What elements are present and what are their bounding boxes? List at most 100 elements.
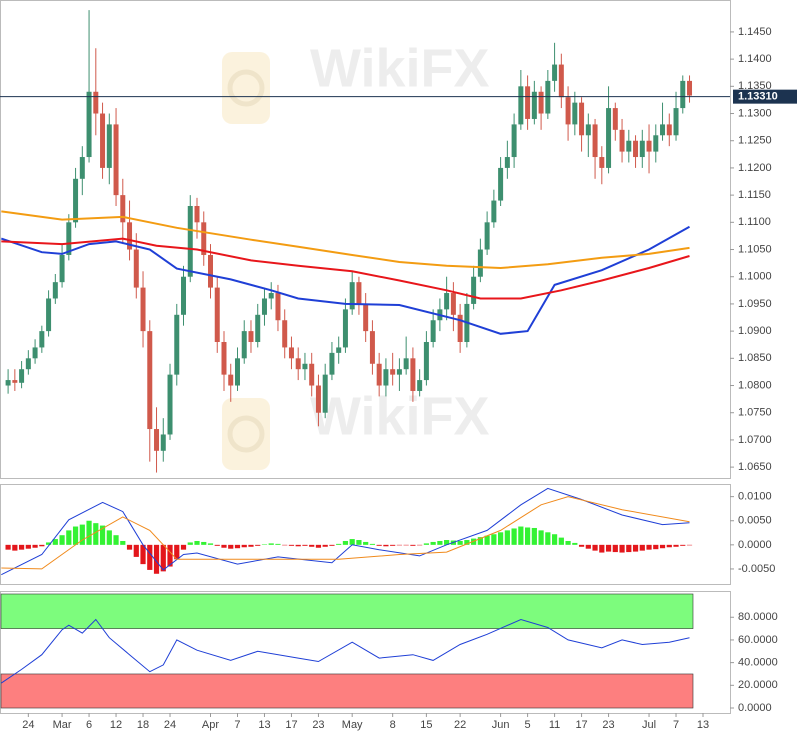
macd-bar	[464, 540, 470, 545]
candle-body	[369, 331, 375, 364]
candle-body	[558, 64, 564, 98]
y-tick-label: 1.0950	[738, 298, 772, 310]
candle-body	[79, 157, 85, 179]
candle-body	[525, 86, 531, 119]
candle-body	[93, 91, 99, 114]
candle-body	[214, 287, 220, 342]
macd-bar	[59, 535, 65, 545]
y-tick-label: 1.1150	[738, 189, 771, 201]
macd-bar	[187, 542, 193, 545]
candle-body	[181, 276, 187, 315]
macd-bar	[241, 544, 247, 548]
candle-body	[423, 342, 429, 381]
macd-bar	[214, 544, 220, 546]
y-tick-label: 0.0100	[738, 491, 772, 503]
macd-bar	[626, 544, 632, 553]
y-tick-label: 1.1400	[738, 53, 772, 65]
macd-bar	[174, 544, 180, 560]
candle-body	[403, 358, 409, 370]
macd-bar	[106, 530, 112, 545]
candle-body	[504, 157, 510, 168]
macd-bar	[680, 544, 686, 546]
macd-bar	[578, 544, 585, 547]
x-tick-label: 5	[525, 719, 531, 731]
candle-body	[100, 113, 106, 168]
y-tick-label: 40.0000	[738, 657, 778, 669]
candle-body	[120, 195, 126, 223]
y-tick-label: 1.0900	[738, 325, 772, 337]
macd-bar	[147, 544, 153, 570]
candle-body	[626, 140, 632, 152]
candle-body	[592, 124, 598, 158]
macd-bar	[228, 544, 234, 549]
x-tick-label: Mar	[53, 719, 72, 731]
candle-body	[140, 287, 146, 332]
macd-bar	[160, 544, 166, 572]
candle-body	[538, 91, 544, 114]
candle-body	[639, 140, 645, 158]
macd-bar	[524, 527, 531, 545]
candle-body	[25, 358, 31, 370]
candle-body	[660, 124, 666, 136]
y-tick-label: 1.1050	[738, 243, 772, 255]
macd-bar	[72, 526, 79, 545]
candle-body	[565, 97, 571, 125]
candle-body	[106, 124, 112, 168]
y-tick-label: 1.1250	[738, 135, 772, 147]
macd-bar	[491, 534, 497, 545]
macd-bar	[477, 537, 483, 545]
macd-bar	[369, 543, 376, 545]
candle-body	[86, 91, 92, 158]
candle-body	[315, 385, 321, 413]
macd-bar	[288, 544, 295, 546]
indicator-line	[1, 496, 690, 570]
macd-bar	[545, 532, 551, 545]
macd-bar	[201, 541, 207, 545]
y-tick-label: 1.1350	[738, 80, 772, 92]
last-price-label: 1.13310	[738, 91, 778, 103]
macd-bar	[234, 544, 241, 549]
macd-bar	[18, 544, 25, 550]
candle-body	[410, 358, 416, 391]
candle-body	[133, 249, 139, 288]
candle-body	[228, 374, 234, 386]
candle-body	[430, 320, 436, 342]
candle-body	[599, 157, 605, 168]
macd-bar	[653, 544, 659, 550]
macd-bar	[295, 544, 301, 547]
candle-body	[477, 249, 483, 277]
macd-bar	[572, 542, 578, 545]
macd-bar	[646, 544, 652, 550]
macd-bar	[437, 540, 443, 545]
candle-body	[268, 293, 274, 299]
candle-body	[174, 314, 180, 375]
candle-body	[450, 293, 456, 315]
y-tick-label: 0.0000	[738, 539, 772, 551]
y-tick-label: 1.1450	[738, 26, 772, 38]
y-tick-label: 1.0850	[738, 352, 772, 364]
candle-body	[255, 314, 261, 342]
y-tick-label: 20.0000	[738, 679, 778, 691]
y-tick-label: 1.1300	[738, 107, 772, 119]
candle-body	[46, 298, 52, 332]
candle-body	[147, 331, 153, 430]
candle-body	[288, 347, 294, 359]
candle-body	[363, 303, 369, 332]
macd-bar	[504, 530, 510, 545]
candle-body	[619, 129, 625, 152]
candle-body	[73, 178, 79, 223]
macd-bar	[484, 535, 490, 545]
macd-bar	[342, 540, 349, 545]
macd-bar	[167, 544, 173, 567]
macd-bar	[86, 520, 92, 545]
macd-bar	[322, 544, 328, 547]
candle-body	[417, 380, 423, 391]
macd-bar	[268, 543, 274, 545]
candle-body	[201, 222, 207, 255]
candle-body	[396, 369, 402, 375]
macd-bar	[363, 541, 369, 545]
candle-body	[342, 309, 348, 348]
macd-bar	[376, 544, 382, 546]
candle-body	[349, 282, 355, 310]
indicator-line	[1, 618, 690, 684]
